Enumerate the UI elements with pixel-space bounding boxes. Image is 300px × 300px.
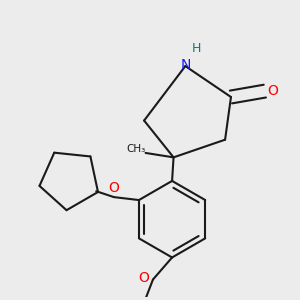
- Text: O: O: [108, 181, 119, 195]
- Text: CH₃: CH₃: [127, 144, 146, 154]
- Text: N: N: [180, 58, 190, 72]
- Text: O: O: [139, 271, 149, 285]
- Text: H: H: [192, 42, 201, 55]
- Text: O: O: [268, 84, 278, 98]
